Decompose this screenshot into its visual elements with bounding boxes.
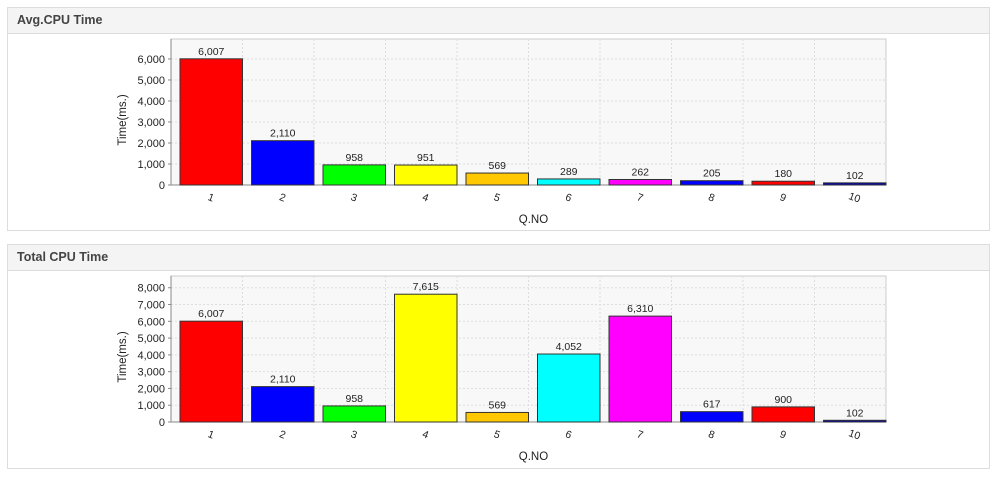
bar-2: [251, 386, 315, 423]
y-tick-label: 1,000: [137, 159, 165, 171]
y-tick-label: 7,000: [137, 300, 165, 312]
x-tick-label: 8: [707, 428, 717, 441]
y-tick-label: 5,000: [137, 75, 165, 87]
y-tick-label: 4,000: [137, 350, 165, 362]
bar-5: [465, 411, 529, 423]
y-tick-label: 4,000: [137, 96, 165, 108]
bar-3: [322, 164, 386, 186]
bar-5: [465, 172, 529, 186]
x-tick-label: 3: [349, 191, 359, 204]
bar-7: [608, 315, 672, 423]
y-tick-label: 6,000: [137, 316, 165, 328]
bar-6: [537, 178, 601, 186]
x-tick-label: 10: [847, 190, 862, 205]
x-tick-label: 7: [635, 191, 645, 204]
y-tick-label: 0: [159, 180, 165, 192]
value-label: 4,052: [556, 341, 582, 353]
x-axis-label: Q.NO: [519, 451, 548, 463]
bar-7: [608, 178, 672, 186]
x-tick-label: 9: [778, 191, 788, 204]
value-label: 900: [774, 394, 792, 406]
total-cpu-panel: Total CPU Time 0 1,000 2,000 3,000 4,000 5,00…: [7, 244, 990, 469]
value-label: 569: [488, 160, 506, 172]
y-tick-label: 2,000: [137, 383, 165, 395]
x-tick-label: 5: [492, 428, 502, 441]
y-axis-label: Time(ms.): [117, 331, 129, 382]
value-label: 951: [417, 152, 435, 164]
y-tick-label: 0: [159, 417, 165, 429]
x-tick-label: 2: [278, 191, 288, 204]
x-tick-label: 6: [564, 191, 574, 204]
y-tick-label: 3,000: [137, 367, 165, 379]
x-axis-label: Q.NO: [519, 214, 548, 226]
avg-cpu-panel: Avg.CPU Time 0 1,000 2,000 3,000 4,000 5,000 6…: [7, 7, 990, 231]
x-tick-label: 7: [635, 428, 645, 441]
x-tick-label: 4: [421, 191, 431, 204]
value-label: 569: [488, 399, 506, 411]
x-tick-label: 1: [206, 428, 216, 441]
y-tick-label: 8,000: [137, 283, 165, 295]
value-label: 958: [345, 152, 363, 164]
bar-9: [751, 406, 815, 423]
bar-4: [394, 293, 458, 423]
bar-8: [680, 180, 744, 186]
value-label: 7,615: [413, 281, 439, 293]
x-tick-label: 2: [278, 428, 288, 441]
value-label: 102: [846, 170, 864, 182]
bar-1: [179, 58, 243, 186]
avg-cpu-chart: 0 1,000 2,000 3,000 4,000 5,000 6,000 6,007 1 2,1…: [117, 38, 887, 226]
bar-3: [322, 405, 386, 423]
y-tick-label: 6,000: [137, 54, 165, 66]
x-tick-label: 1: [206, 191, 216, 204]
value-label: 102: [846, 407, 864, 419]
y-tick-label: 1,000: [137, 400, 165, 412]
x-tick-label: 4: [421, 428, 431, 441]
y-tick-label: 2,000: [137, 138, 165, 150]
value-label: 180: [774, 168, 792, 180]
x-tick-label: 3: [349, 428, 359, 441]
panel-title: Total CPU Time: [8, 245, 989, 271]
bar-1: [179, 320, 243, 423]
x-tick-label: 10: [847, 427, 862, 442]
bar-9: [751, 180, 815, 186]
bar-10: [823, 419, 887, 423]
x-tick-label: 9: [778, 428, 788, 441]
x-tick-label: 5: [492, 191, 502, 204]
bar-6: [537, 353, 601, 423]
y-tick-label: 3,000: [137, 117, 165, 129]
x-tick-label: 8: [707, 191, 717, 204]
value-label: 289: [560, 166, 578, 178]
y-tick-label: 5,000: [137, 333, 165, 345]
bar-2: [251, 140, 315, 186]
bar-10: [823, 182, 887, 186]
panel-title: Avg.CPU Time: [8, 8, 989, 34]
value-label: 2,110: [270, 374, 296, 386]
value-label: 6,007: [198, 308, 224, 320]
bar-4: [394, 164, 458, 186]
value-label: 6,007: [198, 46, 224, 58]
value-label: 2,110: [270, 128, 296, 140]
value-label: 958: [345, 393, 363, 405]
value-label: 205: [703, 168, 721, 180]
value-label: 6,310: [627, 303, 653, 315]
y-axis-label: Time(ms.): [117, 94, 129, 145]
x-tick-label: 6: [564, 428, 574, 441]
bar-8: [680, 411, 744, 423]
value-label: 262: [631, 166, 649, 178]
total-cpu-chart: 0 1,000 2,000 3,000 4,000 5,000 6,000 7,000 8,00…: [117, 275, 887, 463]
value-label: 617: [703, 399, 721, 411]
